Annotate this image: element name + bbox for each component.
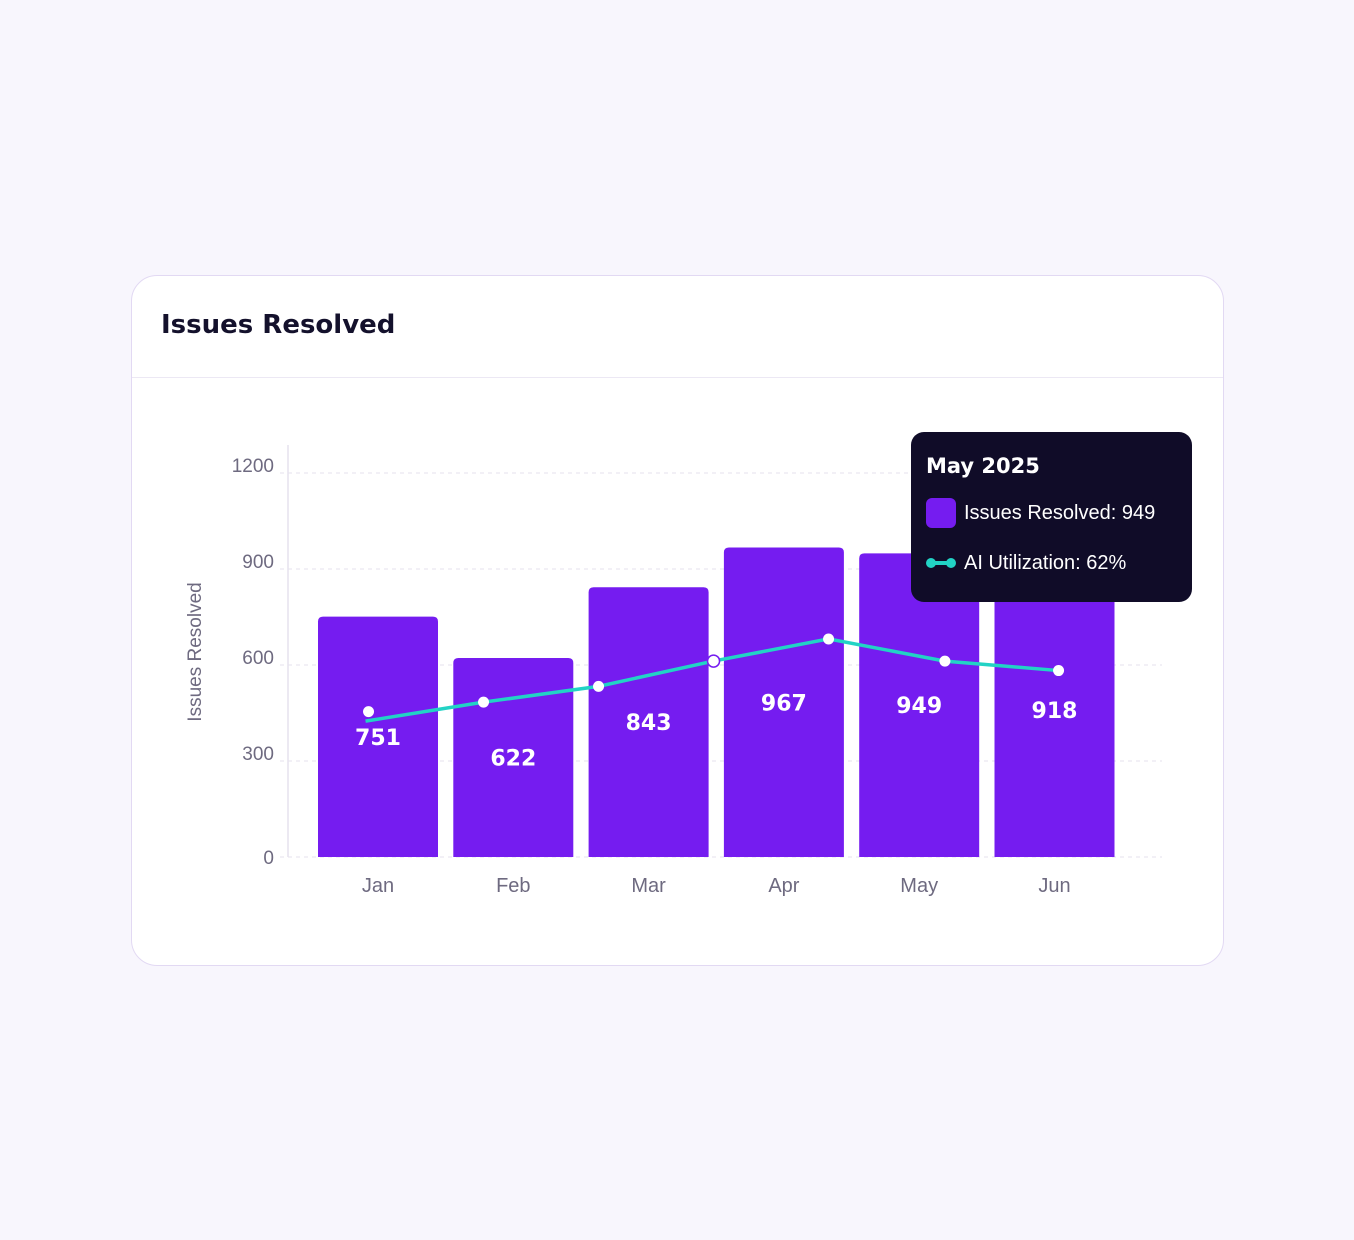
bar-jun bbox=[994, 563, 1115, 857]
bar-jan bbox=[318, 616, 438, 857]
y-tick-label: 900 bbox=[242, 552, 274, 573]
bar-value-label: 843 bbox=[626, 711, 672, 736]
card-header: Issues Resolved bbox=[132, 276, 1223, 378]
bar-may bbox=[859, 553, 980, 857]
y-tick-label: 1200 bbox=[232, 456, 274, 477]
x-tick-label: Feb bbox=[496, 875, 530, 897]
line-swatch-icon bbox=[926, 558, 956, 568]
bar-value-label: 751 bbox=[355, 726, 401, 751]
bar-value-label: 918 bbox=[1032, 699, 1078, 724]
y-tick-label: 600 bbox=[242, 648, 274, 669]
tooltip-ai-value: AI Utilization: 62% bbox=[964, 551, 1127, 574]
tooltip-issues-value: Issues Resolved: 949 bbox=[964, 501, 1156, 524]
ai-utilization-point bbox=[363, 706, 375, 718]
tooltip-title: May 2025 bbox=[926, 454, 1040, 478]
bar-apr bbox=[723, 547, 844, 857]
ai-utilization-point bbox=[706, 654, 721, 668]
bar-value-label: 967 bbox=[761, 691, 807, 716]
bar-feb bbox=[453, 657, 574, 857]
card-title: Issues Resolved bbox=[161, 310, 396, 340]
x-tick-label: Jan bbox=[362, 875, 394, 897]
x-tick-label: Jun bbox=[1038, 875, 1070, 897]
ai-utilization-point bbox=[593, 680, 605, 692]
x-tick-label: Apr bbox=[768, 875, 799, 897]
ai-utilization-point bbox=[823, 633, 835, 645]
y-tick-label: 0 bbox=[263, 848, 274, 869]
ai-utilization-point bbox=[1053, 665, 1065, 677]
chart-tooltip: May 2025 Issues Resolved: 949 AI Utiliza… bbox=[911, 432, 1192, 602]
tooltip-row-issues: Issues Resolved: 949 bbox=[926, 498, 1177, 528]
bar-swatch-icon bbox=[926, 498, 956, 528]
tooltip-row-ai: AI Utilization: 62% bbox=[926, 548, 1177, 578]
bar-value-label: 949 bbox=[896, 694, 942, 719]
y-axis-title: Issues Resolved bbox=[185, 582, 206, 721]
ai-utilization-point bbox=[478, 696, 490, 708]
x-tick-label: Mar bbox=[631, 875, 666, 897]
bar-mar bbox=[588, 587, 709, 857]
ai-utilization-point bbox=[939, 655, 951, 667]
bar-value-label: 622 bbox=[490, 746, 536, 771]
y-tick-label: 300 bbox=[242, 744, 274, 765]
x-tick-label: May bbox=[900, 875, 938, 897]
